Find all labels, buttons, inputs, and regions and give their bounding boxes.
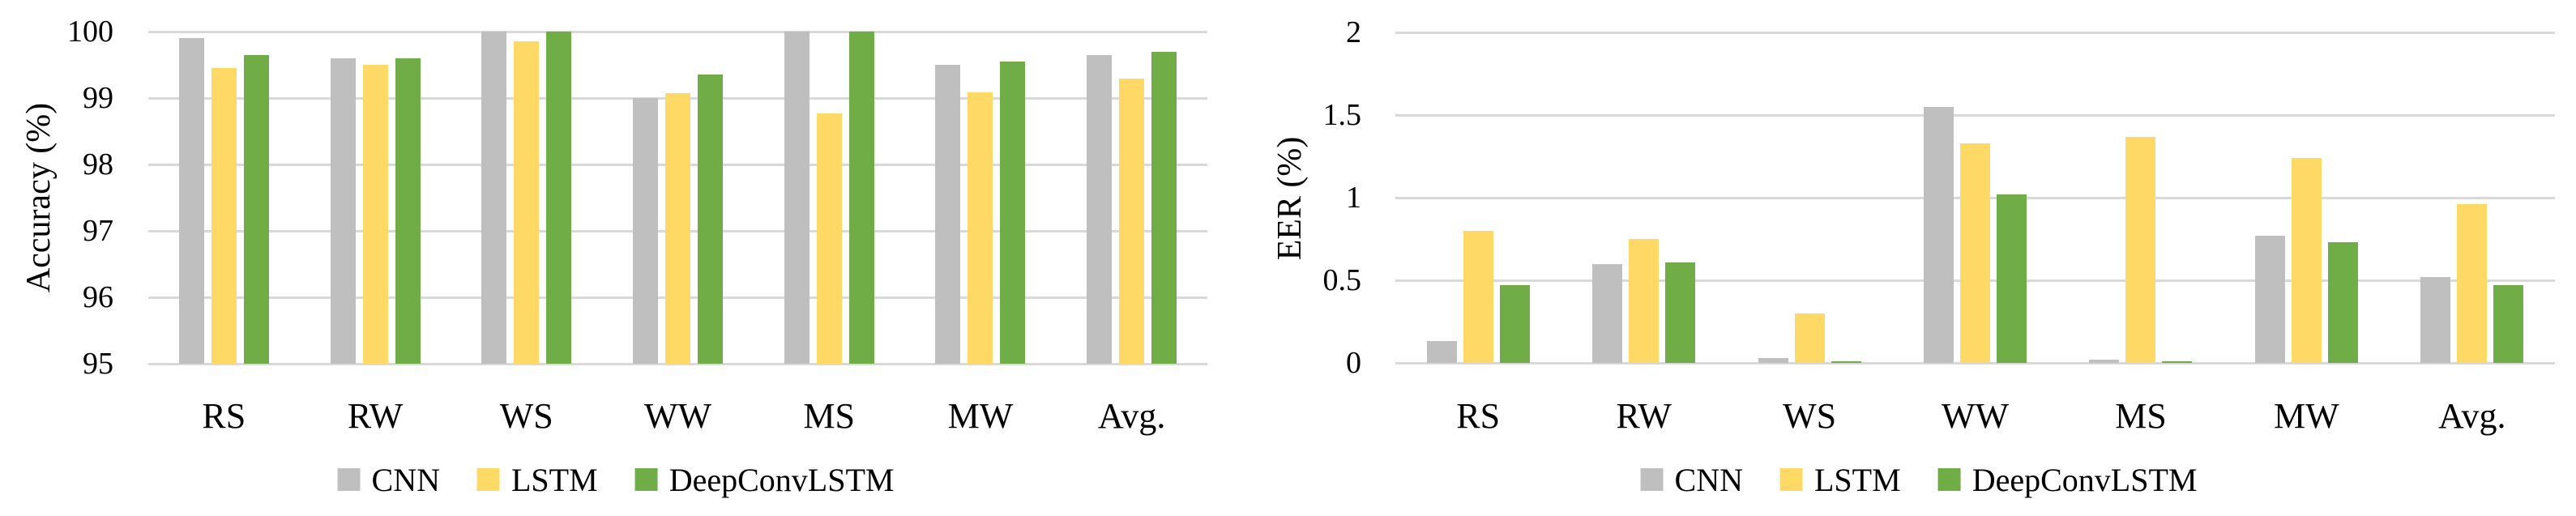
legend-swatch-lstm	[477, 468, 500, 491]
bar-cnn-mw	[2254, 235, 2285, 363]
bar-lstm-mw	[968, 92, 993, 364]
bar-lstm-ww	[1960, 143, 1990, 363]
x-category-label: WS	[499, 396, 553, 436]
legend-label: CNN	[1674, 461, 1743, 498]
legend-label: CNN	[371, 461, 440, 498]
bar-cnn-ww	[633, 98, 658, 364]
legend-item-deepconvlstm: DeepConvLSTM	[634, 461, 895, 499]
bar-cnn-ms	[784, 32, 810, 364]
y-tick-label: 95	[83, 347, 113, 381]
x-category-label: WS	[1783, 396, 1837, 436]
bar-cnn-avg	[2420, 276, 2451, 363]
legend-label: DeepConvLSTM	[669, 461, 895, 498]
bar-lstm-rs	[1463, 230, 1493, 363]
bar-lstm-ws	[1794, 313, 1825, 363]
gridline-y-0	[1395, 361, 2555, 365]
legend-swatch-deepconvlstm	[1937, 468, 1961, 491]
legend-label: DeepConvLSTM	[1972, 461, 2198, 498]
bar-lstm-avg	[2457, 204, 2488, 363]
bar-deepconvlstm-rw	[1665, 262, 1696, 363]
bar-cnn-rw	[330, 58, 356, 364]
gridline-y-1.5	[1395, 113, 2555, 117]
x-category-label: RW	[1616, 396, 1672, 436]
x-category-label: MW	[947, 396, 1014, 436]
legend-swatch-deepconvlstm	[634, 468, 658, 491]
bar-cnn-ws	[481, 32, 507, 364]
x-category-label: MS	[803, 396, 855, 436]
legend-item-deepconvlstm: DeepConvLSTM	[1937, 461, 2198, 499]
bar-lstm-ws	[514, 41, 540, 364]
eer-legend: CNN LSTM DeepConvLSTM	[1640, 461, 2198, 499]
x-category-label: MS	[2115, 396, 2167, 436]
bar-deepconvlstm-rs	[1499, 285, 1530, 363]
x-category-label: Avg.	[1097, 396, 1166, 436]
legend-item-lstm: LSTM	[477, 461, 598, 499]
bar-lstm-rw	[362, 65, 388, 364]
bar-cnn-ww	[1924, 106, 1954, 363]
x-category-label: RS	[1456, 396, 1501, 436]
bar-cnn-ms	[2089, 359, 2120, 363]
bar-deepconvlstm-avg	[2493, 285, 2524, 363]
y-tick-label: 99	[83, 81, 113, 115]
legend-swatch-lstm	[1780, 468, 1803, 491]
bar-deepconvlstm-mw	[1000, 61, 1026, 364]
bar-cnn-rw	[1592, 263, 1623, 363]
legend-label: LSTM	[1814, 461, 1901, 498]
bar-deepconvlstm-ms	[2162, 360, 2193, 363]
bar-cnn-ws	[1758, 357, 1788, 363]
y-tick-label: 1.5	[1322, 98, 1362, 132]
x-category-label: Avg.	[2438, 396, 2506, 436]
bar-cnn-rs	[1426, 341, 1457, 363]
legend-item-cnn: CNN	[1640, 461, 1743, 499]
legend-label: LSTM	[511, 461, 598, 498]
bar-deepconvlstm-rw	[395, 58, 421, 364]
y-tick-label: 0	[1346, 346, 1361, 380]
bar-deepconvlstm-rs	[243, 54, 269, 364]
bar-deepconvlstm-ms	[848, 32, 874, 364]
bar-deepconvlstm-ww	[1997, 194, 2027, 363]
legend-swatch-cnn	[337, 468, 361, 491]
x-category-label: WW	[643, 396, 712, 436]
y-tick-label: 100	[67, 15, 113, 49]
y-tick-label: 98	[83, 147, 113, 181]
legend-swatch-cnn	[1640, 468, 1664, 491]
y-tick-label: 96	[83, 280, 113, 314]
bar-cnn-avg	[1087, 54, 1113, 364]
bar-deepconvlstm-ww	[698, 75, 723, 364]
bar-lstm-ww	[665, 93, 690, 364]
bar-lstm-rs	[211, 68, 237, 364]
x-category-label: MW	[2274, 396, 2339, 436]
bar-deepconvlstm-avg	[1151, 52, 1177, 364]
bar-deepconvlstm-ws	[1831, 360, 1861, 363]
y-tick-label: 0.5	[1322, 263, 1362, 297]
bar-lstm-rw	[1629, 239, 1660, 363]
bar-lstm-ms	[2125, 136, 2156, 363]
bar-deepconvlstm-mw	[2327, 242, 2358, 363]
legend-item-cnn: CNN	[337, 461, 440, 499]
x-category-label: RW	[347, 396, 404, 436]
accuracy-legend: CNN LSTM DeepConvLSTM	[337, 461, 895, 499]
legend-item-lstm: LSTM	[1780, 461, 1901, 499]
gridline-y-100	[148, 30, 1207, 33]
y-tick-label: 1	[1346, 181, 1361, 215]
gridline-y-95	[148, 362, 1207, 365]
y-tick-label: 97	[83, 214, 113, 248]
x-category-label: RS	[202, 396, 246, 436]
bar-cnn-mw	[935, 65, 961, 364]
x-category-label: WW	[1941, 396, 2010, 436]
y-tick-label: 2	[1346, 15, 1361, 49]
bar-deepconvlstm-ws	[546, 32, 572, 364]
bar-lstm-mw	[2291, 158, 2322, 363]
bar-cnn-rs	[178, 38, 204, 364]
bar-lstm-avg	[1119, 79, 1145, 364]
bar-lstm-ms	[816, 113, 842, 364]
gridline-y-2	[1395, 31, 2555, 34]
